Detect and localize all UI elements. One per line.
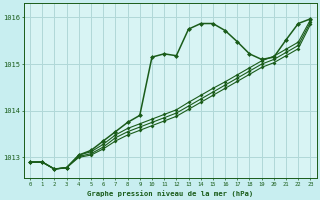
X-axis label: Graphe pression niveau de la mer (hPa): Graphe pression niveau de la mer (hPa): [87, 190, 253, 197]
